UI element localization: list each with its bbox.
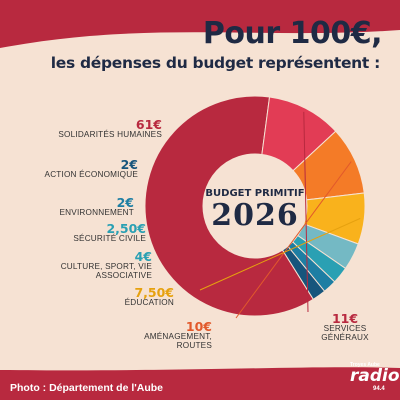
value-solidarites: 61€ [135, 117, 162, 132]
label-services: 11€ SERVICES GÉNÉRAUX [315, 312, 375, 342]
value-culture: 4€ [134, 249, 152, 264]
leader-education [199, 217, 361, 291]
category-solidarites: SOLIDARITÉS HUMAINES [58, 130, 162, 140]
leader-amenagement [235, 161, 352, 319]
logo-tagline: Troyes Aube [350, 362, 380, 368]
value-action-eco: 2€ [120, 157, 138, 172]
value-education: 7,50€ [134, 285, 174, 300]
center-year: 2026 [211, 198, 299, 233]
leader-lines [199, 111, 361, 319]
donut-hole [203, 154, 307, 258]
label-culture: 4€ CULTURE, SPORT, VIE ASSOCIATIVE [42, 250, 152, 280]
value-services: 11€ [331, 311, 359, 326]
radio-logo: radio [350, 366, 400, 386]
photo-credit: Photo : Département de l'Aube [10, 382, 164, 394]
chart-title: Pour 100€, [202, 16, 383, 51]
category-environnement: ENVIRONNEMENT [59, 208, 134, 218]
label-action-eco: 2€ ACTION ÉCONOMIQUE [45, 158, 138, 180]
category-culture: CULTURE, SPORT, VIE ASSOCIATIVE [60, 262, 152, 280]
radio-frequency: 94.4 [372, 386, 386, 392]
label-amenagement: 10€ AMÉNAGEMENT, ROUTES [112, 320, 212, 350]
label-securite: 2,50€ SÉCURITÉ CIVILE [73, 222, 146, 244]
label-education: 7,50€ ÉDUCATION [125, 286, 174, 308]
category-services: SERVICES GÉNÉRAUX [321, 324, 369, 342]
label-solidarites: 61€ SOLIDARITÉS HUMAINES [58, 118, 162, 140]
chart-subtitle: les dépenses du budget représentent : [50, 54, 381, 72]
category-action-eco: ACTION ÉCONOMIQUE [44, 170, 138, 180]
category-securite: SÉCURITÉ CIVILE [73, 234, 146, 244]
value-amenagement: 10€ [185, 319, 212, 334]
label-environnement: 2€ ENVIRONNEMENT [60, 196, 134, 218]
center-label: BUDGET PRIMITIF [205, 188, 305, 199]
value-securite: 2,50€ [106, 221, 146, 236]
category-education: ÉDUCATION [124, 298, 174, 308]
category-amenagement: AMÉNAGEMENT, ROUTES [144, 332, 212, 350]
leader-services [303, 111, 309, 313]
value-environnement: 2€ [116, 195, 134, 210]
